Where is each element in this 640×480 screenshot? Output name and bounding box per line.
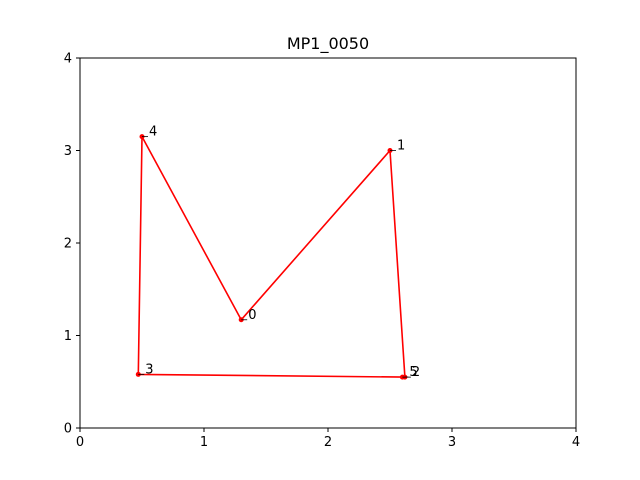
point-label: 4 bbox=[149, 125, 157, 140]
x-tick-label: 3 bbox=[448, 435, 456, 450]
chart-title: MP1_0050 bbox=[287, 34, 369, 54]
x-tick-label: 4 bbox=[572, 435, 580, 450]
x-tick-label: 1 bbox=[200, 435, 208, 450]
y-tick-label: 1 bbox=[64, 329, 72, 344]
x-axis-ticks: 0 1 2 3 4 bbox=[76, 428, 580, 450]
point-label: 2 bbox=[412, 365, 420, 380]
plot-background bbox=[80, 58, 576, 428]
point-label: 1 bbox=[397, 139, 405, 154]
point-label: 5 bbox=[409, 365, 417, 380]
point-labels: 0 1 2 3 4 5 bbox=[138, 125, 420, 380]
series-line bbox=[137, 135, 406, 378]
plot-area bbox=[80, 58, 576, 428]
point-label: 0 bbox=[248, 308, 256, 323]
y-tick-label: 2 bbox=[64, 237, 72, 252]
y-axis-ticks: 0 1 2 3 4 bbox=[64, 52, 80, 437]
x-tick-label: 0 bbox=[76, 435, 84, 450]
x-tick-label: 2 bbox=[324, 435, 332, 450]
y-tick-label: 4 bbox=[64, 52, 72, 67]
point-label: 3 bbox=[145, 362, 153, 377]
y-tick-label: 0 bbox=[64, 422, 72, 437]
y-tick-label: 3 bbox=[64, 144, 72, 159]
